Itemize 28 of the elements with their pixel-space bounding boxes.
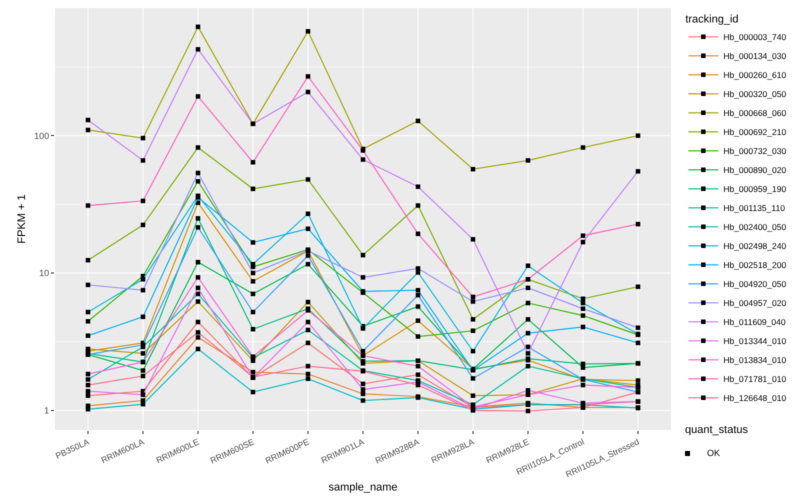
- legend-label: Hb_004920_050: [723, 279, 786, 290]
- legend-label: Hb_004957_020: [723, 298, 786, 308]
- legend-label: Hb_000260_610: [723, 70, 786, 80]
- legend-label: Hb_126648_010: [723, 393, 786, 404]
- legend-label: Hb_000668_060: [723, 108, 786, 118]
- y-tick-label: 1: [44, 406, 50, 416]
- x-axis-title: sample_name: [328, 482, 398, 494]
- y-tick-label: 100: [34, 130, 50, 141]
- legend-label: Hb_000134_030: [723, 51, 786, 62]
- legend-title: tracking_id: [685, 13, 739, 26]
- text: OK: [707, 448, 720, 458]
- legend-label: Hb_000890_020: [723, 165, 786, 176]
- legend-label: Hb_011609_040: [723, 317, 786, 328]
- legend-label: Hb_071781_010: [723, 374, 786, 384]
- legend-label: Hb_000320_050: [723, 89, 786, 100]
- legend-label: Hb_000692_210: [723, 127, 786, 138]
- legend-label: Hb_000732_030: [723, 146, 786, 156]
- legend-label: Hb_013834_010: [723, 355, 786, 366]
- legend-label: Hb_000003_740: [723, 32, 786, 42]
- legend-label: Hb_002498_240: [723, 241, 786, 252]
- text: quant_status: [685, 424, 748, 436]
- y-axis-title: FPKM + 1: [16, 194, 28, 244]
- legend-label: Hb_001135_110: [723, 203, 786, 214]
- legend-label: Hb_002518_200: [723, 260, 786, 270]
- legend-label: Hb_000959_190: [723, 184, 786, 194]
- legend-label: Hb_013344_010: [723, 336, 786, 346]
- legend-label: Hb_002400_050: [723, 222, 786, 232]
- y-tick-label: 10: [39, 268, 50, 278]
